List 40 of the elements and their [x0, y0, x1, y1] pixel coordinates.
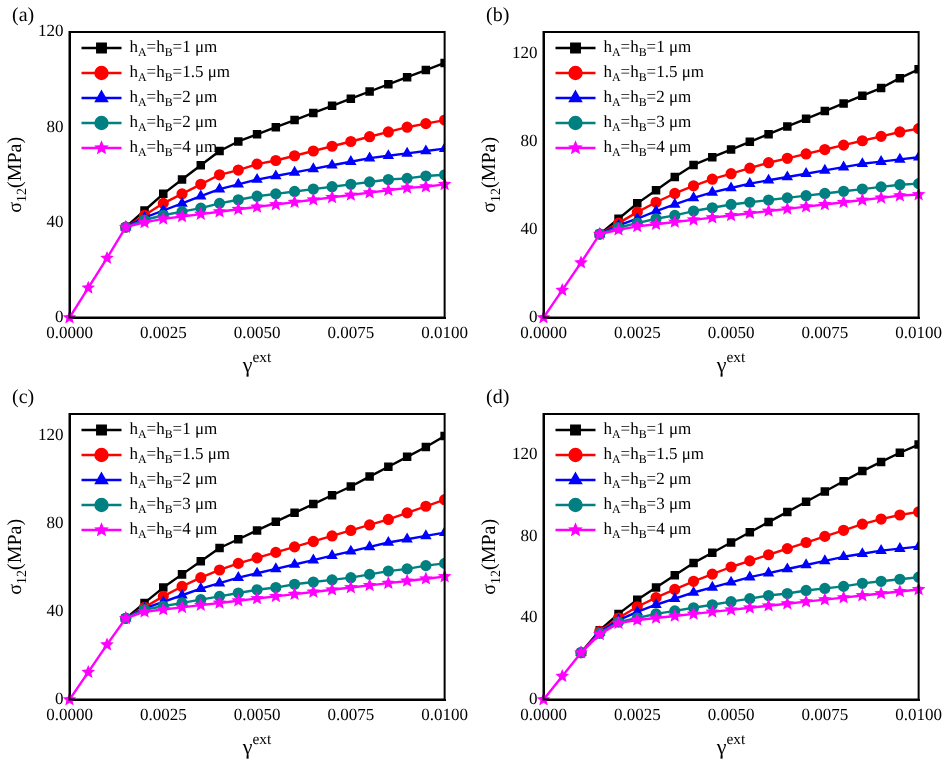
- x-tick-label: 0.0075: [327, 322, 375, 343]
- y-tick-label: 40: [46, 600, 64, 621]
- y-tick-label: 0: [529, 306, 538, 327]
- x-tick-label: 0.0050: [233, 322, 281, 343]
- y-tick-label: 120: [38, 20, 64, 41]
- chart-title: (a): [12, 5, 35, 28]
- x-tick-label: 0.0000: [520, 704, 567, 725]
- y-tick-label: 40: [520, 606, 538, 627]
- y-tick-label: 40: [520, 218, 538, 239]
- x-tick-label: 0.0075: [327, 704, 375, 725]
- y-tick-label: 0: [55, 306, 64, 327]
- x-tick-label: 0.0025: [613, 322, 661, 343]
- x-tick-label: 0.0050: [707, 704, 755, 725]
- chart-title: (c): [12, 387, 35, 410]
- x-tick-label: 0.0025: [139, 704, 187, 725]
- x-tick-label: 0.0100: [895, 704, 942, 725]
- y-tick-label: 40: [46, 210, 64, 231]
- x-tick-label: 0.0075: [801, 704, 849, 725]
- y-tick-label: 120: [38, 424, 64, 445]
- y-tick-label: 80: [520, 130, 538, 151]
- y-tick-label: 80: [520, 524, 538, 545]
- chart-title: (b): [486, 5, 510, 28]
- x-tick-label: 0.0000: [46, 704, 93, 725]
- x-tick-label: 0.0000: [520, 322, 567, 343]
- y-tick-label: 0: [55, 688, 64, 709]
- y-tick-label: 120: [512, 443, 538, 464]
- x-tick-label: 0.0025: [139, 322, 187, 343]
- x-tick-label: 0.0000: [46, 322, 93, 343]
- y-tick-label: 0: [529, 688, 538, 709]
- y-tick-label: 120: [512, 42, 538, 63]
- x-tick-label: 0.0100: [421, 322, 468, 343]
- x-tick-label: 0.0100: [421, 704, 468, 725]
- x-tick-label: 0.0050: [707, 322, 755, 343]
- y-tick-label: 80: [46, 512, 64, 533]
- x-tick-label: 0.0100: [895, 322, 942, 343]
- y-tick-label: 80: [46, 115, 64, 136]
- x-tick-label: 0.0025: [613, 704, 661, 725]
- chart-title: (d): [486, 387, 510, 410]
- x-tick-label: 0.0050: [233, 704, 281, 725]
- x-tick-label: 0.0075: [801, 322, 849, 343]
